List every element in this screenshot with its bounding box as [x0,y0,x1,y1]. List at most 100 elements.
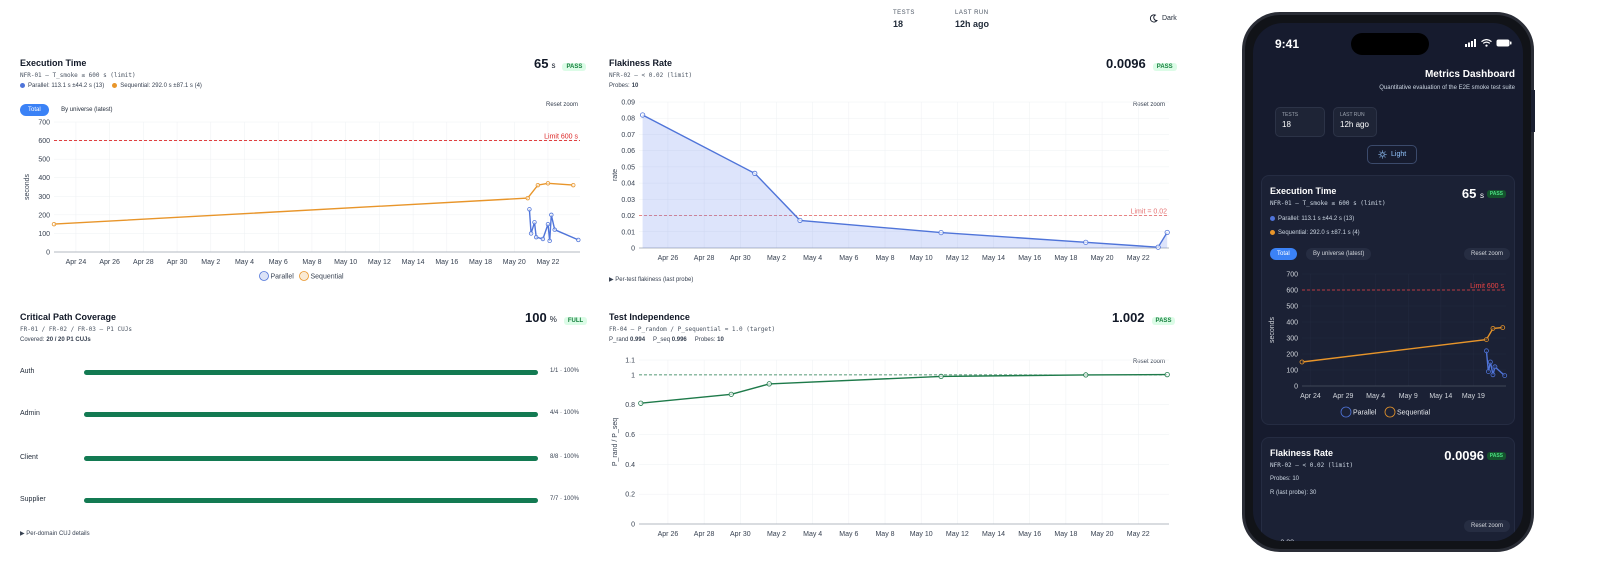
x-tick-label: May 12 [946,255,969,262]
y-tick-label: 0.03 [621,197,635,204]
phone-tab-by-universe[interactable]: By universe (latest) [1306,248,1372,260]
flakiness-subtitle: NFR-02 — < 0.02 (limit) [609,72,693,79]
y-tick-label: 0.04 [621,181,635,188]
data-point-sequential [571,182,576,188]
data-point-flakiness [797,217,803,224]
series-line-sequential [53,182,574,225]
phone-theme-toggle-button[interactable]: Light [1367,145,1418,164]
data-point-sequential [525,195,530,201]
data-point-sequential [51,221,57,227]
x-tick-label: Apr 28 [133,259,154,266]
y-tick-label: 200 [1286,352,1298,359]
data-point-flakiness [752,170,758,176]
flakiness-status-badge: PASS [1152,63,1177,71]
phone-clock: 9:41 [1275,37,1300,51]
x-tick-label: May 18 [1054,255,1077,262]
phone-execution-chart: 0 100 200 300 400 500 600 700 Apr 24 Apr 29 May 4 M… [1269,272,1508,418]
data-point-parallel [549,212,554,218]
execution-reset-zoom-button[interactable]: Reset zoom [546,102,579,108]
x-tick-label: May 22 [1127,255,1150,262]
per-test-flakiness-toggle[interactable]: ▶ Per-test flakiness (last probe) [609,277,694,283]
phone-page-title: Metrics Dashboard [1424,69,1515,80]
y-tick-label: 0.08 [1280,540,1294,542]
x-tick-label: May 6 [839,531,858,538]
flakiness-title: Flakiness Rate [609,58,673,68]
phone-exec-subtitle: NFR-01 — T_smoke ≤ 600 s (limit) [1270,200,1386,207]
data-point-flakiness [1164,229,1170,236]
phone-flaky-reset-zoom-button[interactable]: Reset zoom [1464,520,1511,532]
independence-card: Test Independence FR-04 — P_random / P_s… [609,310,1176,542]
data-point-ratio [1164,372,1170,378]
phone-exec-badge: PASS [1486,190,1506,198]
flakiness-reset-zoom-button[interactable]: Reset zoom [1133,102,1166,108]
x-tick-label: May 22 [1127,531,1150,538]
data-point-parallel [533,234,539,240]
phone-exec-metric: 65 s [1462,186,1484,201]
parallel-stat-text: Parallel: 113.1 s ±44.2 s (13) [28,83,105,90]
series-area-flakiness [642,115,1168,248]
data-point-flakiness [1083,239,1089,245]
coverage-fill [84,498,538,503]
flakiness-value: 0.0096 [1106,56,1146,71]
tab-by-universe[interactable]: By universe (latest) [61,107,113,113]
coverage-row-name: Admin [20,410,40,417]
x-tick-label: May 14 [402,259,425,266]
x-tick-label: May 2 [201,259,220,266]
data-point-ratio [728,391,734,397]
phone-mockup: 9:41 Metrics Dashboard Quantitative eval… [1242,12,1534,552]
x-tick-label: May 10 [910,531,933,538]
phone-last-run-stat: LAST RUN 12h ago [1333,107,1377,137]
coverage-row-name: Auth [20,368,35,375]
independence-reset-zoom-button[interactable]: Reset zoom [1133,359,1166,365]
coverage-row-value: 4/4 · 100% [550,410,580,416]
execution-value: 65 [534,56,549,71]
phone-flaky-value: 0.0096 [1444,448,1484,463]
phone-exec-title: Execution Time [1270,186,1337,196]
sequential-stat: Sequential: 292.0 s ±87.1 s (4) [112,83,202,89]
y-axis-label: rate [612,169,619,181]
y-tick-label: 0.4 [625,462,635,469]
coverage-fill [84,412,538,417]
y-tick-label: 1 [631,372,635,379]
independence-probes: Probes: 10 [695,337,724,343]
x-tick-label: Apr 30 [730,531,751,538]
data-point-ratio [1083,372,1089,378]
coverage-status-badge: FULL [563,317,588,325]
phone-exec-reset-zoom-button[interactable]: Reset zoom [1464,248,1511,260]
legend-marker-parallel [259,271,269,281]
y-tick-label: 0.02 [621,213,635,220]
last-run-stat: LAST RUN 12h ago [955,10,989,29]
coverage-row-supplier: Supplier 7/7 · 100% [20,496,590,506]
legend-label-parallel: Parallel [271,274,295,281]
coverage-row-name: Client [20,454,38,461]
phone-exec-unit: s [1480,191,1484,200]
data-point-flakiness [640,112,646,118]
phone-last-run-value: 12h ago [1340,120,1369,129]
execution-title: Execution Time [20,58,87,68]
x-tick-label: Apr 26 [99,259,120,266]
x-tick-label: Apr 28 [694,255,715,262]
execution-legend-stats: Parallel: 113.1 s ±44.2 s (13) Sequentia… [20,83,590,89]
x-tick-label: May 14 [982,531,1005,538]
phone-flakiness-card: Flakiness Rate NFR-02 — < 0.02 (limit) 0… [1261,437,1515,541]
per-domain-cuj-toggle[interactable]: ▶ Per-domain CUJ details [20,531,90,537]
tests-label: TESTS [893,10,915,16]
legend-label-sequential: Sequential [1397,410,1431,417]
prand-value: 0.994 [630,337,646,343]
x-tick-label: May 20 [503,259,526,266]
x-tick-label: May 9 [1399,393,1418,400]
coverage-metric: 100 % FULL [525,310,588,325]
execution-subtitle: NFR-01 — T_smoke ≤ 600 s (limit) [20,72,136,79]
data-point-parallel [532,220,537,225]
coverage-subtitle: FR-01 / FR-02 / FR-03 — P1 CUJs [20,326,132,333]
coverage-fill [84,370,538,375]
legend-label-sequential: Sequential [311,274,345,281]
x-tick-label: May 19 [1462,393,1485,400]
theme-toggle-button[interactable]: Dark [1149,14,1177,23]
y-tick-label: 200 [38,212,50,219]
phone-tab-total[interactable]: Total [1270,248,1297,260]
y-tick-label: 600 [38,138,50,145]
tab-total[interactable]: Total [20,104,49,116]
x-tick-label: May 6 [269,259,288,266]
x-tick-label: May 18 [469,259,492,266]
